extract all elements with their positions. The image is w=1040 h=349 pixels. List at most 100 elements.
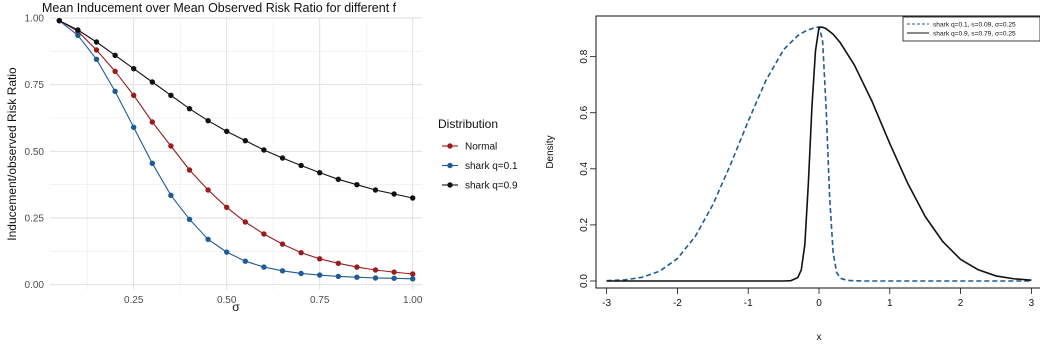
left-chart-title: Mean Inducement over Mean Observed Risk … bbox=[42, 1, 397, 15]
data-point bbox=[410, 195, 416, 201]
data-point bbox=[56, 17, 62, 24]
data-point bbox=[298, 270, 304, 277]
x-tick-label: -2 bbox=[673, 298, 682, 309]
data-point bbox=[93, 47, 100, 53]
data-point bbox=[354, 274, 360, 280]
data-point bbox=[186, 167, 193, 173]
data-point bbox=[112, 68, 118, 75]
y-tick-label: 0.25 bbox=[25, 214, 45, 225]
data-point bbox=[168, 192, 174, 199]
data-point bbox=[372, 187, 379, 193]
data-point bbox=[317, 272, 323, 278]
data-point bbox=[131, 92, 137, 99]
data-point bbox=[224, 204, 230, 211]
right-legend: shark q=0.1, s=0.09, σ=0.25 shark q=0.9, … bbox=[902, 16, 1040, 42]
right-legend-box bbox=[902, 16, 1040, 42]
series-3 bbox=[56, 17, 416, 201]
data-point bbox=[317, 256, 323, 262]
x-tick-label: 3 bbox=[1029, 298, 1035, 309]
x-tick-label: 0 bbox=[816, 298, 822, 309]
data-point bbox=[224, 249, 230, 255]
data-point bbox=[186, 105, 193, 112]
left-x-tick-labels: 0.25 0.50 0.75 1.00 bbox=[124, 295, 423, 306]
y-tick-label: 0.75 bbox=[25, 80, 45, 91]
x-tick-label: 0.25 bbox=[124, 295, 144, 306]
right-y-axis-label: Density bbox=[545, 135, 556, 168]
x-tick-label: 2 bbox=[958, 298, 964, 309]
y-tick-label: 0.50 bbox=[25, 147, 45, 158]
data-point bbox=[168, 143, 174, 149]
right-chart: -3 -2 -1 0 1 2 3 0.0 0.2 0.4 0.6 0.8 x Density sha… bbox=[545, 15, 1040, 343]
data-point bbox=[335, 176, 341, 183]
x-tick-label: 1 bbox=[887, 298, 893, 309]
data-point bbox=[242, 219, 248, 225]
data-point bbox=[279, 241, 286, 247]
right-x-axis-label: x bbox=[817, 332, 822, 343]
left-y-axis-label: Inducement/observed Risk Ratio bbox=[5, 67, 19, 241]
data-point bbox=[186, 216, 193, 223]
right-series-layer bbox=[606, 26, 1032, 282]
density-curve-2 bbox=[606, 26, 1032, 282]
data-point bbox=[93, 39, 100, 45]
legend-key-point bbox=[447, 182, 453, 188]
y-tick-label: 1.00 bbox=[25, 14, 45, 25]
data-point bbox=[131, 65, 137, 72]
x-tick-label: 0.75 bbox=[310, 295, 330, 306]
data-point bbox=[279, 268, 286, 274]
data-point bbox=[391, 275, 397, 281]
data-point bbox=[112, 88, 118, 95]
data-point bbox=[242, 258, 248, 264]
data-point bbox=[205, 236, 211, 243]
right-y-tick-labels: 0.0 0.2 0.4 0.6 0.8 bbox=[579, 49, 596, 288]
right-plot-box bbox=[595, 15, 1040, 289]
x-tick-label: 1.00 bbox=[403, 295, 423, 306]
legend-item: shark q=0.9, s=0.79, σ=0.25 bbox=[907, 31, 1016, 38]
data-point bbox=[354, 264, 360, 270]
data-point bbox=[205, 187, 211, 193]
data-point bbox=[372, 267, 379, 273]
data-point bbox=[112, 52, 118, 59]
data-point bbox=[317, 169, 323, 176]
data-point bbox=[75, 27, 81, 33]
data-point bbox=[279, 155, 286, 161]
left-grid bbox=[50, 17, 422, 290]
data-point bbox=[354, 181, 360, 188]
data-point bbox=[261, 264, 267, 270]
y-tick-label: 0.0 bbox=[579, 274, 590, 288]
legend-title: Distribution bbox=[438, 117, 498, 131]
data-point bbox=[410, 276, 416, 282]
data-point bbox=[149, 119, 155, 125]
left-series-layer bbox=[56, 17, 416, 282]
data-point bbox=[298, 162, 304, 169]
legend-label: shark q=0.9, s=0.79, σ=0.25 bbox=[933, 31, 1016, 38]
legend-key-point bbox=[447, 162, 453, 169]
x-tick-label: -3 bbox=[602, 298, 611, 309]
y-tick-label: 0.8 bbox=[579, 49, 590, 63]
data-point bbox=[149, 160, 155, 167]
series-line bbox=[59, 20, 413, 199]
y-tick-label: 0.6 bbox=[579, 105, 590, 119]
right-x-tick-labels: -3 -2 -1 0 1 2 3 bbox=[602, 288, 1035, 309]
data-point bbox=[205, 117, 211, 124]
data-point bbox=[391, 191, 397, 197]
data-point bbox=[224, 128, 230, 135]
x-tick-label: 0.50 bbox=[217, 295, 237, 306]
legend-label: Normal bbox=[465, 142, 497, 153]
left-y-tick-labels: 0.00 0.25 0.50 0.75 1.00 bbox=[25, 14, 45, 292]
legend-item: shark q=0.1 bbox=[442, 161, 518, 172]
legend-item: shark q=0.9 bbox=[442, 181, 518, 192]
series-line bbox=[58, 20, 413, 280]
legend-label: shark q=0.9 bbox=[465, 181, 518, 192]
left-chart: 0.25 0.50 0.75 1.00 0.00 0.25 0.50 0.75 1.00 Me… bbox=[5, 1, 518, 314]
data-point bbox=[93, 56, 100, 63]
data-point bbox=[261, 147, 267, 153]
data-point bbox=[372, 275, 379, 281]
data-point bbox=[335, 273, 341, 280]
left-legend: Distribution Normal shark q=0.1 shark q=0.… bbox=[438, 117, 518, 192]
y-tick-label: 0.4 bbox=[579, 161, 590, 175]
data-point bbox=[335, 260, 341, 267]
series-line bbox=[59, 20, 413, 275]
legend-key-point bbox=[447, 143, 453, 149]
series-2 bbox=[56, 17, 416, 282]
